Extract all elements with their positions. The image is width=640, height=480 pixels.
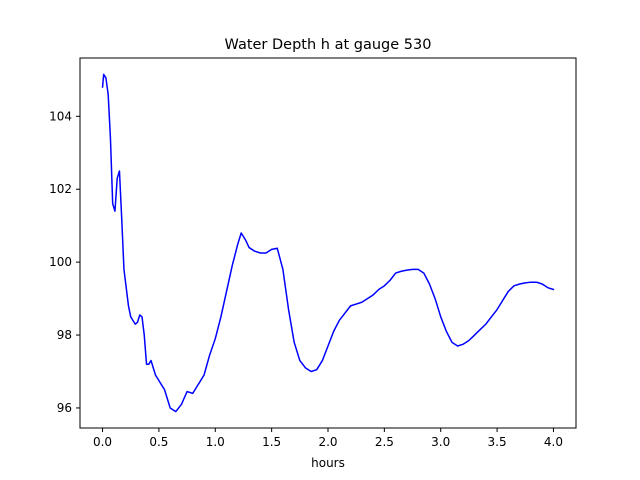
y-axis: 96 98 100 102 104	[49, 109, 80, 415]
y-tick-label: 100	[49, 255, 72, 269]
series-line-0	[101, 73, 555, 413]
x-tick-label: 3.5	[488, 435, 507, 449]
y-tick-label: 98	[57, 328, 72, 342]
y-tick-label: 96	[57, 401, 72, 415]
y-tick-label: 102	[49, 182, 72, 196]
x-tick-label: 0.0	[93, 435, 112, 449]
y-tick-label: 104	[49, 109, 72, 123]
x-tick-label: 1.5	[262, 435, 281, 449]
x-axis: 0.0 0.5 1.0 1.5 2.0 2.5 3.0 3.5 4.0	[93, 428, 563, 449]
x-tick-label: 2.5	[375, 435, 394, 449]
plot-layer	[101, 73, 555, 413]
chart-title: Water Depth h at gauge 530	[225, 37, 432, 53]
x-tick-label: 2.0	[318, 435, 337, 449]
x-tick-label: 3.0	[431, 435, 450, 449]
x-tick-label: 4.0	[544, 435, 563, 449]
x-tick-label: 1.0	[206, 435, 225, 449]
x-tick-label: 0.5	[149, 435, 168, 449]
x-axis-label: hours	[311, 456, 345, 470]
